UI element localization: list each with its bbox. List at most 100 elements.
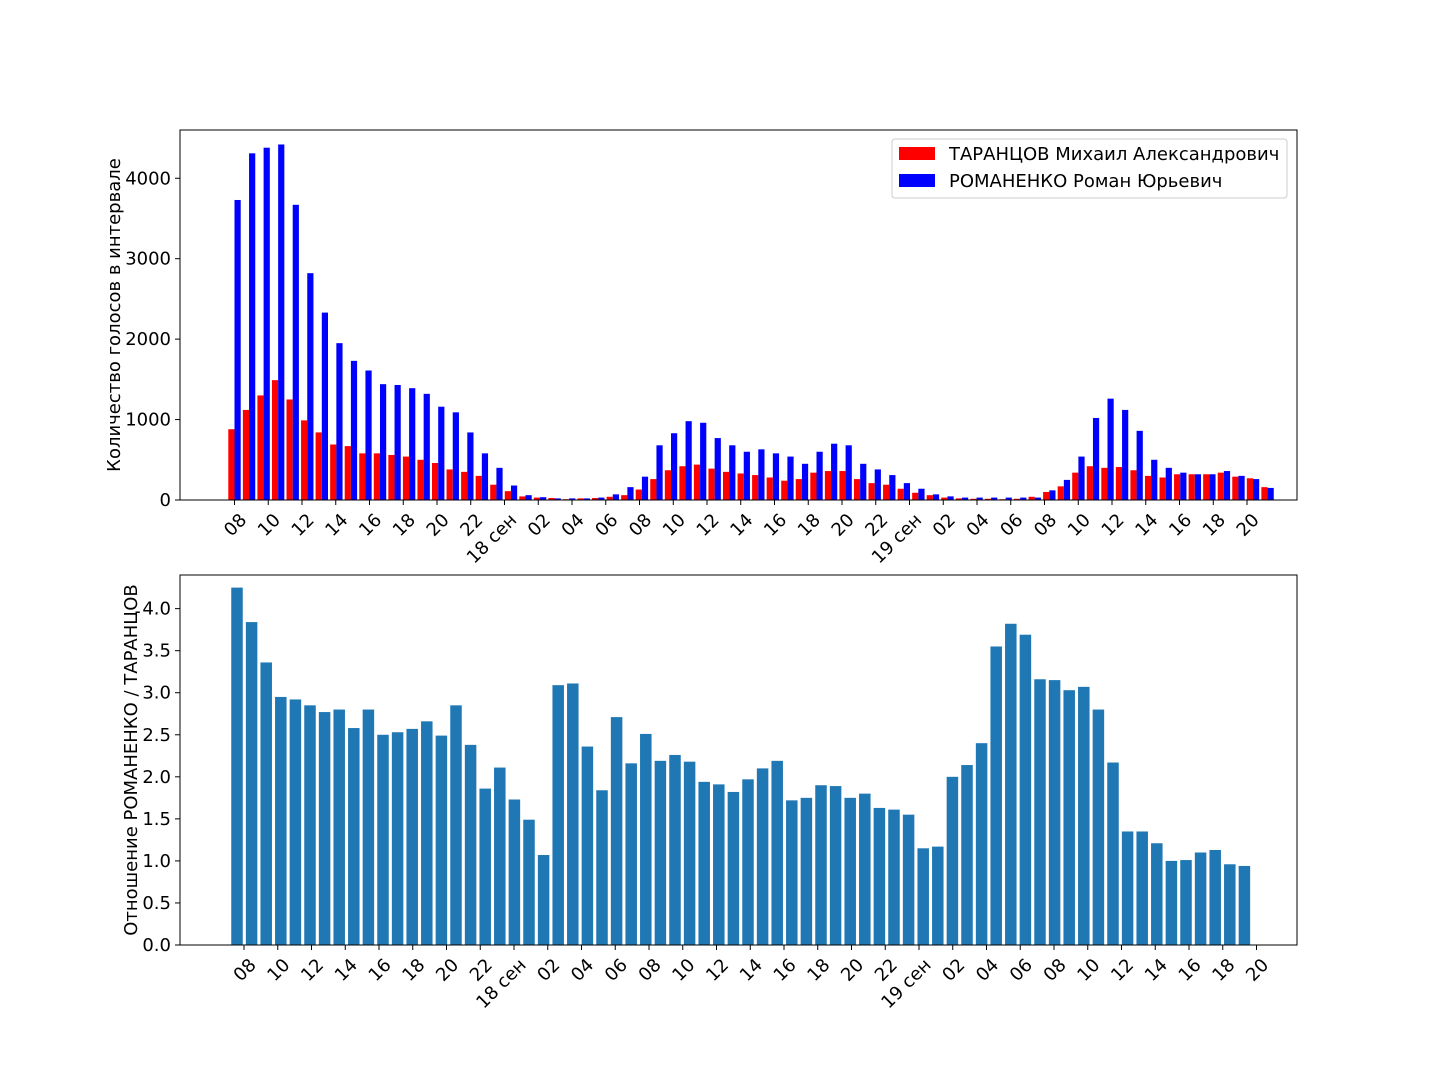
bar-ratio-39 — [800, 797, 813, 945]
bar-romanenko-70 — [1253, 479, 1260, 500]
bar-romanenko-54 — [1020, 497, 1027, 500]
bar-taranцov-65 — [1174, 474, 1181, 500]
bar-taranцov-51 — [970, 498, 977, 500]
top-x-tick-label: 08 — [220, 510, 251, 541]
bar-ratio-56 — [1048, 680, 1061, 945]
bar-taranцov-27 — [621, 495, 628, 500]
bar-ratio-7 — [333, 709, 345, 945]
bar-ratio-67 — [1209, 849, 1221, 945]
bar-romanenko-15 — [452, 412, 459, 500]
bar-ratio-36 — [756, 768, 769, 945]
bar-taranцov-41 — [824, 471, 832, 500]
bar-romanenko-23 — [569, 498, 576, 500]
bar-taranцov-71 — [1261, 487, 1268, 500]
bottom-x-tick-label: 14 — [331, 955, 362, 986]
bar-taranцov-31 — [679, 466, 686, 500]
bar-romanenko-9 — [365, 370, 372, 500]
bar-taranцov-63 — [1144, 475, 1152, 500]
bottom-y-tick-label: 4.0 — [142, 599, 171, 620]
bar-ratio-53 — [1005, 623, 1017, 945]
bottom-plot-frame — [179, 574, 1298, 946]
bar-ratio-33 — [713, 784, 725, 945]
bottom-x-tick-label: 08 — [635, 955, 666, 986]
bottom-bars — [231, 587, 1251, 945]
bar-ratio-66 — [1194, 852, 1207, 945]
bar-romanenko-50 — [962, 497, 969, 500]
bottom-x-tick-label: 14 — [736, 955, 767, 986]
bar-romanenko-13 — [423, 393, 430, 500]
bottom-x-tick-label: 06 — [601, 955, 632, 986]
bar-ratio-21 — [537, 855, 550, 945]
bar-ratio-44 — [873, 807, 886, 945]
bar-romanenko-35 — [743, 451, 750, 500]
bar-taranцov-17 — [475, 475, 482, 500]
bar-ratio-20 — [523, 819, 535, 945]
top-x-tick-label: 18 — [794, 510, 825, 541]
bar-ratio-34 — [727, 791, 740, 945]
bar-ratio-29 — [654, 760, 667, 945]
bar-ratio-6 — [318, 712, 331, 945]
bar-taranцov-60 — [1101, 467, 1108, 500]
bar-romanenko-24 — [583, 498, 590, 500]
bar-romanenko-47 — [918, 488, 925, 500]
bar-romanenko-38 — [787, 456, 794, 500]
top-x-tick-label: 16 — [1165, 510, 1196, 541]
bottom-x-tick-label: 08 — [230, 955, 261, 986]
bar-taranцov-55 — [1028, 496, 1035, 500]
bar-romanenko-3 — [278, 144, 285, 501]
bar-romanenko-33 — [714, 438, 721, 500]
bar-ratio-49 — [946, 776, 959, 945]
bottom-y-tick-label: 2.5 — [142, 725, 171, 746]
bar-romanenko-55 — [1034, 497, 1041, 500]
bottom-y-tick-label: 1.0 — [142, 851, 171, 872]
bar-romanenko-62 — [1136, 430, 1143, 500]
bar-romanenko-64 — [1165, 467, 1172, 500]
bar-taranцov-1 — [242, 409, 250, 500]
bar-taranцov-38 — [781, 480, 788, 500]
bottom-x-tick-label: 16 — [770, 955, 801, 986]
bottom-y-tick-label: 3.0 — [142, 683, 171, 704]
bar-taranцov-30 — [664, 470, 671, 500]
bar-taranцov-44 — [868, 483, 875, 500]
bar-romanenko-69 — [1238, 475, 1245, 500]
bar-ratio-28 — [640, 733, 652, 945]
bottom-y-axis: 0.0 0.5 1.0 1.5 2.0 2.5 3.0 3.5 4.0 — [142, 599, 180, 956]
bar-ratio-0 — [231, 587, 243, 945]
bar-romanenko-19 — [510, 485, 518, 500]
bar-romanenko-11 — [394, 384, 401, 500]
bar-taranцov-4 — [286, 399, 293, 500]
top-x-tick-label: 06 — [591, 510, 622, 541]
bar-taranцov-10 — [373, 453, 380, 500]
bar-taranцov-5 — [301, 420, 308, 500]
bar-romanenko-43 — [860, 463, 867, 500]
top-x-tick-label: 10 — [254, 510, 285, 541]
bar-taranцov-68 — [1217, 472, 1224, 500]
bar-ratio-43 — [859, 793, 871, 945]
bar-romanenko-37 — [772, 453, 780, 500]
legend-swatch-taranцov — [899, 147, 935, 160]
bar-romanenko-31 — [685, 421, 692, 500]
legend-label-romanenko: РОМАНЕНКО Роман Юрьевич — [949, 171, 1222, 192]
bar-taranцov-34 — [723, 471, 730, 500]
top-x-tick-label: 12 — [288, 510, 319, 541]
bar-taranцov-24 — [577, 498, 584, 500]
bar-romanenko-1 — [249, 153, 256, 500]
bottom-chart: 0.00.51.01.52.02.53.03.54.0 08 10 12 14 16 18… — [121, 574, 1298, 1013]
legend-swatch-romanenko — [899, 174, 935, 187]
bar-romanenko-34 — [729, 445, 736, 500]
bar-romanenko-6 — [321, 312, 328, 500]
bar-romanenko-57 — [1063, 479, 1071, 500]
bar-taranцov-37 — [766, 477, 773, 500]
top-x-tick-label: 14 — [726, 510, 757, 541]
top-x-tick-label: 04 — [963, 510, 994, 541]
bottom-x-tick-label: 02 — [938, 955, 969, 986]
bar-ratio-8 — [348, 728, 360, 945]
bar-romanenko-65 — [1180, 472, 1187, 500]
bottom-y-tick-label: 3.5 — [142, 641, 171, 662]
bar-romanenko-49 — [947, 496, 954, 500]
top-y-tick-label: 3000 — [125, 249, 171, 270]
bar-taranцov-43 — [853, 479, 861, 500]
